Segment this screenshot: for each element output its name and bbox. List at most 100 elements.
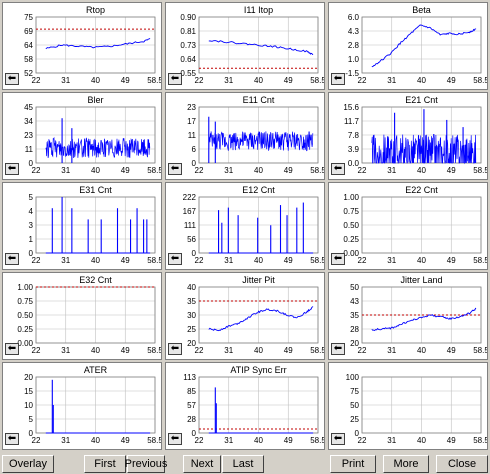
last-button[interactable]: Last — [222, 455, 264, 473]
plot-area — [198, 106, 319, 164]
plot-area — [361, 16, 482, 74]
back-arrow-button[interactable]: ⬅ — [5, 73, 19, 85]
overlay-button[interactable]: Overlay — [2, 455, 54, 473]
x-tick-label: 49 — [284, 76, 293, 85]
close-button[interactable]: Close — [436, 455, 488, 473]
x-tick-label: 22 — [32, 436, 41, 445]
y-tick-label: 0.55 — [180, 69, 196, 78]
x-tick-label: 31 — [387, 76, 396, 85]
y-tick-label: 0.25 — [343, 235, 359, 244]
x-tick-label: 58.5 — [147, 76, 162, 85]
x-tick-label: 58.5 — [147, 346, 162, 355]
arrow-left-icon: ⬅ — [333, 343, 343, 354]
chart-title: E32 Cnt — [79, 275, 112, 285]
x-tick-label: 49 — [121, 436, 130, 445]
chart-ater: ATER 0 5 10 15 20 22 31 40 49 58.5 — [24, 365, 161, 445]
chart-e31cnt: E31 Cnt 0 1 3 4 5 22 31 40 49 58.5 — [29, 185, 161, 265]
back-arrow-button[interactable]: ⬅ — [168, 343, 182, 355]
chart-title: ATER — [84, 365, 108, 375]
next-button[interactable]: Next — [183, 455, 221, 473]
chart-e11cnt: E11 Cnt 0 6 11 17 23 22 31 40 49 58.5 — [187, 95, 325, 175]
x-tick-label: 31 — [387, 166, 396, 175]
chart-panel-atipsyncerr: ATIP Sync Err 0 28 57 85 113 22 31 40 49 58.5 ⬅ — [165, 362, 325, 450]
back-arrow-button[interactable]: ⬅ — [331, 163, 345, 175]
chart-empty: 0 25 50 75 100 22 31 40 49 58.5 — [346, 373, 487, 445]
back-arrow-button[interactable]: ⬅ — [168, 433, 182, 445]
back-arrow-button[interactable]: ⬅ — [331, 433, 345, 445]
x-tick-label: 31 — [224, 436, 233, 445]
chart-title: E11 Cnt — [243, 95, 275, 105]
y-tick-label: 20 — [187, 339, 196, 348]
x-tick-label: 49 — [284, 166, 293, 175]
back-arrow-button[interactable]: ⬅ — [5, 253, 19, 265]
y-tick-label: 50 — [350, 283, 359, 292]
x-tick-label: 22 — [195, 436, 204, 445]
y-tick-label: 0.64 — [180, 55, 196, 64]
y-tick-label: 0.00 — [17, 339, 33, 348]
y-tick-label: 0.25 — [17, 325, 33, 334]
y-tick-label: 0 — [29, 249, 34, 258]
y-tick-label: 3.9 — [348, 145, 360, 154]
back-arrow-button[interactable]: ⬅ — [168, 73, 182, 85]
x-tick-label: 58.5 — [473, 346, 488, 355]
chart-title: E21 Cnt — [405, 95, 438, 105]
x-tick-label: 31 — [61, 436, 70, 445]
x-tick-label: 22 — [358, 76, 367, 85]
previous-button[interactable]: Previous — [125, 455, 167, 473]
x-tick-label: 40 — [417, 256, 426, 265]
arrow-left-icon: ⬅ — [333, 433, 343, 444]
y-tick-label: 0.0 — [348, 159, 360, 168]
y-tick-label: 20 — [350, 339, 359, 348]
y-tick-label: 11 — [188, 131, 197, 140]
series-line — [208, 306, 314, 332]
y-tick-label: 4.3 — [348, 27, 360, 36]
back-arrow-button[interactable]: ⬅ — [331, 343, 345, 355]
x-tick-label: 22 — [32, 76, 41, 85]
back-arrow-button[interactable]: ⬅ — [168, 253, 182, 265]
y-tick-label: 34 — [24, 117, 33, 126]
chart-title: E12 Cnt — [242, 185, 275, 195]
x-tick-label: 31 — [224, 76, 233, 85]
y-tick-label: 113 — [183, 373, 196, 382]
y-tick-label: 17 — [187, 117, 196, 126]
x-tick-label: 40 — [91, 76, 100, 85]
y-tick-label: 0.75 — [343, 207, 359, 216]
back-arrow-button[interactable]: ⬅ — [5, 343, 19, 355]
y-tick-label: 0 — [355, 429, 360, 438]
y-tick-label: 0.50 — [343, 221, 359, 230]
x-tick-label: 31 — [224, 166, 233, 175]
x-tick-label: 22 — [358, 256, 367, 265]
x-tick-label: 40 — [417, 76, 426, 85]
y-tick-label: 4 — [29, 207, 34, 216]
plot-area — [35, 106, 156, 164]
y-tick-label: 50 — [350, 401, 359, 410]
y-tick-label: 30 — [187, 311, 196, 320]
x-tick-label: 58.5 — [310, 346, 325, 355]
arrow-left-icon: ⬅ — [333, 163, 343, 174]
x-tick-label: 40 — [417, 166, 426, 175]
back-arrow-button[interactable]: ⬅ — [5, 163, 19, 175]
back-arrow-button[interactable]: ⬅ — [168, 163, 182, 175]
back-arrow-button[interactable]: ⬅ — [331, 253, 345, 265]
y-tick-label: 7.8 — [348, 131, 360, 140]
x-tick-label: 49 — [284, 436, 293, 445]
x-tick-label: 40 — [417, 436, 426, 445]
x-tick-label: 58.5 — [310, 256, 325, 265]
print-button[interactable]: Print — [330, 455, 376, 473]
back-arrow-button[interactable]: ⬅ — [5, 433, 19, 445]
x-tick-label: 31 — [387, 436, 396, 445]
back-arrow-button[interactable]: ⬅ — [331, 73, 345, 85]
y-tick-label: 5 — [29, 415, 34, 424]
plot-area — [35, 16, 156, 74]
x-tick-label: 58.5 — [310, 166, 325, 175]
x-tick-label: 49 — [121, 346, 130, 355]
more-button[interactable]: More — [383, 455, 429, 473]
x-tick-label: 22 — [195, 256, 204, 265]
x-tick-label: 31 — [387, 346, 396, 355]
y-tick-label: -1.5 — [345, 69, 359, 78]
plot-area — [361, 376, 482, 434]
y-tick-label: 11 — [25, 145, 34, 154]
chart-i11itop: I11 Itop 0.55 0.64 0.73 0.81 0.90 22 31 40 49 58.5 — [180, 5, 324, 85]
y-tick-label: 40 — [187, 283, 196, 292]
first-button[interactable]: First — [84, 455, 126, 473]
